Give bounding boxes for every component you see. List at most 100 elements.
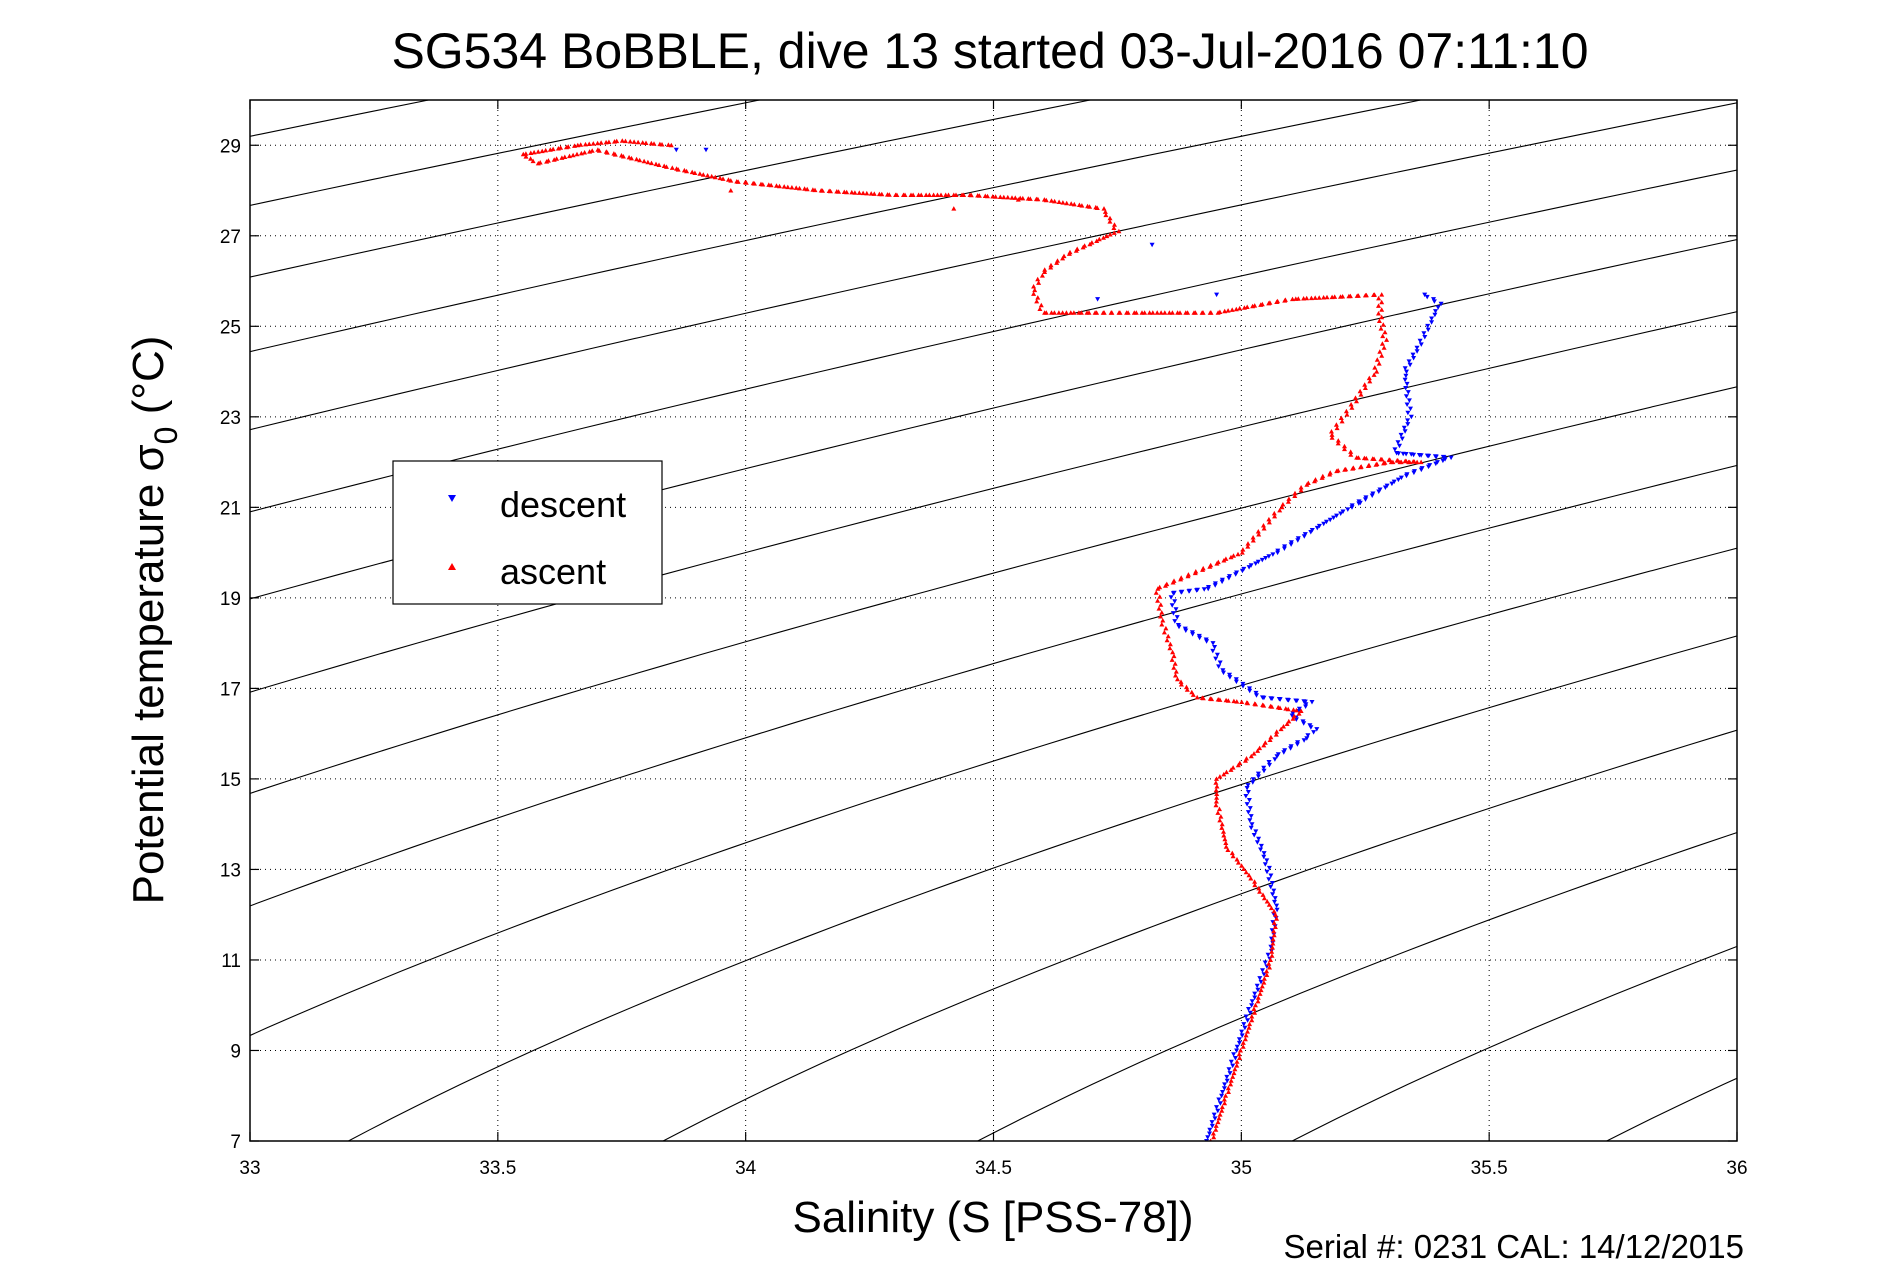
ascent-point	[967, 192, 973, 197]
ascent-point	[1156, 606, 1162, 611]
ascent-point	[1268, 957, 1273, 962]
ascent-point	[1235, 551, 1241, 557]
ascent-point	[669, 165, 675, 170]
descent-point	[1214, 652, 1220, 658]
descent-point	[1416, 453, 1422, 458]
descent-point	[1205, 586, 1211, 592]
descent-point	[1212, 581, 1218, 586]
ascent-point	[1255, 995, 1261, 1000]
ascent-point	[595, 140, 601, 146]
descent-point	[1271, 888, 1277, 894]
ascent-point	[1282, 298, 1288, 303]
descent-point	[1389, 481, 1395, 487]
descent-point	[1209, 1120, 1215, 1125]
ascent-point	[1060, 255, 1066, 261]
ascent-point	[1335, 438, 1341, 443]
ascent-point	[1250, 303, 1256, 309]
descent-point	[1227, 672, 1232, 678]
ascent-point	[1379, 341, 1385, 346]
ascent-point	[1313, 477, 1318, 482]
descent-point	[1255, 559, 1261, 565]
ascent-point	[1068, 201, 1074, 206]
ascent-point	[1358, 464, 1364, 469]
ascent-point	[1214, 776, 1219, 781]
ascent-point	[1215, 810, 1221, 815]
ascent-point	[926, 192, 932, 197]
ascent-point	[959, 192, 965, 197]
legend-box	[392, 460, 663, 605]
descent-point	[1252, 995, 1258, 1000]
y-tick-label: 19	[220, 589, 241, 610]
ascent-point	[1327, 470, 1333, 475]
ascent-point	[750, 180, 756, 186]
descent-point	[1411, 356, 1417, 361]
ascent-point	[1266, 516, 1272, 522]
ascent-point	[1103, 212, 1109, 218]
ascent-point	[1245, 541, 1251, 546]
isopycnal-21.5	[250, 100, 1094, 278]
ascent-point	[1200, 565, 1206, 571]
x-tick-label: 33.5	[479, 1158, 516, 1179]
ascent-point	[1335, 468, 1341, 473]
descent-point	[1377, 487, 1383, 492]
descent-point	[1263, 556, 1269, 561]
ascent-point	[1175, 310, 1181, 315]
descent-point	[1221, 670, 1226, 676]
ascent-point	[1257, 889, 1263, 894]
ascent-point	[1190, 692, 1196, 697]
descent-point	[1203, 637, 1209, 642]
ascent-point	[1298, 487, 1304, 493]
ascent-point	[1217, 1112, 1223, 1117]
descent-point	[1422, 335, 1428, 340]
ascent-point	[1094, 238, 1100, 243]
descent-point	[1201, 587, 1207, 592]
ascent-point	[951, 206, 957, 211]
descent-point	[1264, 858, 1270, 863]
ascent-point	[1333, 422, 1339, 427]
ascent-point	[1275, 704, 1281, 710]
descent-point	[1228, 1059, 1234, 1065]
ascent-point	[1343, 466, 1349, 472]
descent-point	[1303, 702, 1309, 707]
y-tick-label: 27	[220, 227, 241, 248]
descent-point	[1253, 690, 1259, 696]
descent-point	[1403, 386, 1409, 391]
ascent-point	[1418, 459, 1424, 465]
ascent-point	[1362, 382, 1368, 387]
descent-point	[1403, 373, 1409, 379]
ascent-point	[1035, 295, 1041, 300]
descent-point	[1349, 505, 1355, 510]
ascent-point	[1366, 462, 1372, 468]
descent-point	[1264, 869, 1270, 875]
descent-point	[1403, 394, 1409, 399]
ascent-point	[1379, 299, 1385, 305]
descent-point	[1222, 1082, 1228, 1087]
ascent-point	[1239, 699, 1245, 704]
ascent-point	[1236, 1051, 1242, 1057]
descent-point	[1404, 472, 1410, 477]
legend-label-ascent: ascent	[500, 551, 606, 592]
descent-point	[1418, 342, 1424, 347]
descent-point	[1213, 656, 1219, 662]
ascent-point	[1386, 457, 1392, 462]
descent-point	[1258, 979, 1264, 985]
ascent-point	[1264, 968, 1270, 974]
ascent-point	[1240, 547, 1246, 552]
descent-point	[1244, 786, 1250, 791]
ascent-point	[1219, 1104, 1225, 1110]
descent-point	[1245, 810, 1251, 815]
ascent-point	[1261, 523, 1266, 528]
ascent-point	[1339, 418, 1345, 424]
ascent-point	[1279, 504, 1285, 510]
data-series	[520, 138, 1454, 1141]
ascent-point	[1218, 814, 1224, 819]
ascent-point	[1244, 700, 1250, 705]
ascent-point	[1175, 676, 1180, 682]
ascent-point	[1246, 872, 1252, 878]
ascent-point	[1104, 233, 1110, 239]
ascent-point	[1267, 737, 1273, 742]
descent-point	[1234, 1044, 1240, 1050]
descent-point	[1400, 451, 1406, 457]
descent-point	[1175, 623, 1181, 628]
ascent-point	[1158, 602, 1164, 607]
